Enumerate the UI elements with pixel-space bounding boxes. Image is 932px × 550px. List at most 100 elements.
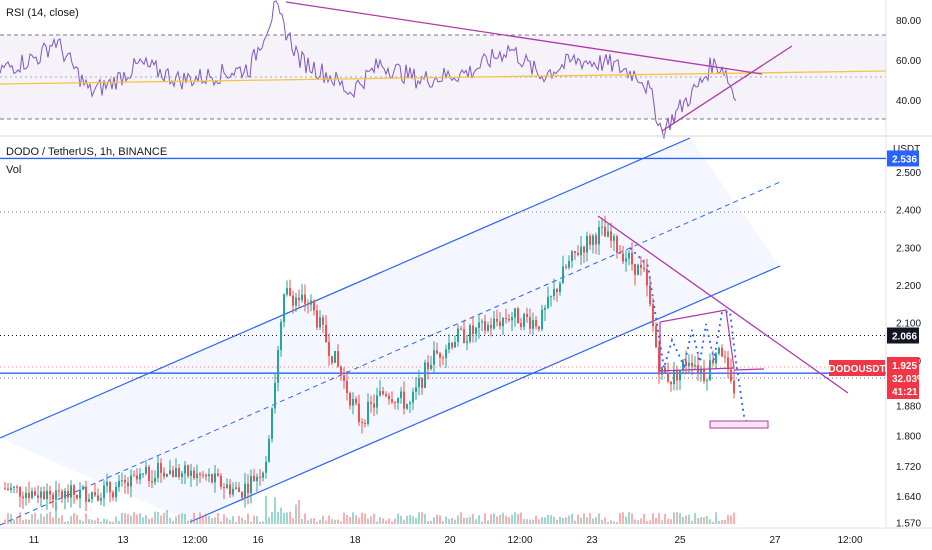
- volume-bar: [142, 517, 144, 524]
- volume-bar: [160, 515, 162, 524]
- volume-bar: [562, 517, 564, 524]
- volume-bar: [541, 517, 543, 524]
- candle-body: [301, 294, 303, 301]
- candle-body: [187, 465, 189, 476]
- candle-body: [319, 317, 321, 328]
- candle-body: [517, 308, 519, 324]
- candle-body: [196, 473, 198, 479]
- candle-body: [733, 380, 735, 394]
- candle-body: [697, 365, 699, 373]
- volume-bar: [631, 513, 633, 524]
- currency-label[interactable]: USDT: [893, 144, 920, 155]
- candle-body: [373, 403, 375, 408]
- volume-bar: [415, 518, 417, 524]
- volume-bar: [277, 511, 279, 524]
- candle-body: [382, 391, 384, 395]
- volume-bar: [544, 517, 546, 524]
- volume-bar: [649, 520, 651, 524]
- candle-body: [124, 479, 126, 483]
- volume-bar: [190, 519, 192, 524]
- candle-body: [700, 369, 702, 373]
- volume-bar: [40, 513, 42, 524]
- candle-body: [454, 342, 456, 348]
- candle-body: [658, 347, 660, 375]
- candle-body: [613, 236, 615, 241]
- volume-bar: [490, 514, 492, 524]
- volume-bar: [232, 516, 234, 524]
- volume-bar: [436, 514, 438, 524]
- volume-bar: [334, 519, 336, 524]
- time-tick-label: 25: [674, 535, 686, 546]
- volume-bar: [373, 513, 375, 524]
- volume-bar: [697, 517, 699, 524]
- candle-body: [367, 401, 369, 424]
- candle-body: [511, 317, 513, 321]
- volume-bar: [205, 513, 207, 524]
- candle-body: [103, 485, 105, 499]
- price-tick-label: 1.880: [896, 402, 921, 413]
- candle-body: [685, 360, 687, 367]
- price-axis[interactable]: 2.5002.4002.3002.2002.1002.0001.8801.800…: [896, 168, 921, 529]
- volume-bar: [343, 512, 345, 524]
- candle-body: [283, 294, 285, 322]
- candle-body: [52, 494, 54, 500]
- candle-body: [565, 266, 567, 268]
- volume-bar: [145, 515, 147, 524]
- candle-body: [352, 398, 354, 406]
- volume-bar: [61, 515, 63, 524]
- volume-bar: [613, 521, 615, 524]
- time-tick-label: 12:00: [182, 535, 207, 546]
- time-tick-label: 12:00: [507, 535, 532, 546]
- price-trendline-down: [597, 215, 849, 394]
- candle-body: [385, 394, 387, 396]
- candle-body: [460, 328, 462, 330]
- volume-bar: [148, 518, 150, 524]
- volume-bar: [274, 497, 276, 524]
- candle-body: [727, 357, 729, 370]
- last-price-value: 1.925: [892, 361, 917, 372]
- volume-bar: [652, 513, 654, 524]
- volume-bar: [514, 512, 516, 524]
- candle-body: [130, 475, 132, 487]
- volume-bar: [610, 520, 612, 524]
- volume-bar: [100, 521, 102, 524]
- candle-body: [406, 404, 408, 409]
- candle-body: [643, 267, 645, 270]
- candle-body: [115, 487, 117, 498]
- candle-body: [109, 481, 111, 493]
- volume-bar: [304, 513, 306, 524]
- volume-bar: [430, 520, 432, 524]
- time-tick-label: 23: [586, 535, 598, 546]
- candle-body: [34, 491, 36, 496]
- candle-body: [400, 391, 402, 399]
- candle-body: [694, 365, 696, 367]
- candle-body: [418, 378, 420, 388]
- volume-bar: [286, 512, 288, 524]
- candle-body: [7, 488, 9, 490]
- candle-body: [568, 260, 570, 268]
- candle-body: [496, 318, 498, 322]
- volume-bar: [394, 518, 396, 524]
- candle-body: [118, 480, 120, 488]
- volume-bar: [46, 513, 48, 524]
- time-axis[interactable]: 11 13 12:00 16 18 20 12:00 23 25 27 12:00: [29, 535, 863, 546]
- flag-base-line: [733, 368, 765, 371]
- volume-bar: [118, 520, 120, 524]
- volume-bar: [733, 512, 735, 524]
- candle-body: [37, 495, 39, 498]
- volume-bar: [643, 513, 645, 524]
- rsi-trendline-lower: [661, 45, 793, 132]
- candle-body: [127, 482, 129, 487]
- volume-bar: [244, 520, 246, 524]
- time-tick-label: 13: [117, 535, 129, 546]
- volume-bar: [427, 521, 429, 524]
- candle-body: [148, 466, 150, 482]
- target-box: [709, 420, 769, 429]
- volume-bar: [337, 519, 339, 524]
- candle-body: [529, 317, 531, 329]
- volume-bar: [316, 521, 318, 524]
- volume-bar: [361, 512, 363, 524]
- volume-bar: [202, 516, 204, 524]
- volume-bar: [454, 519, 456, 524]
